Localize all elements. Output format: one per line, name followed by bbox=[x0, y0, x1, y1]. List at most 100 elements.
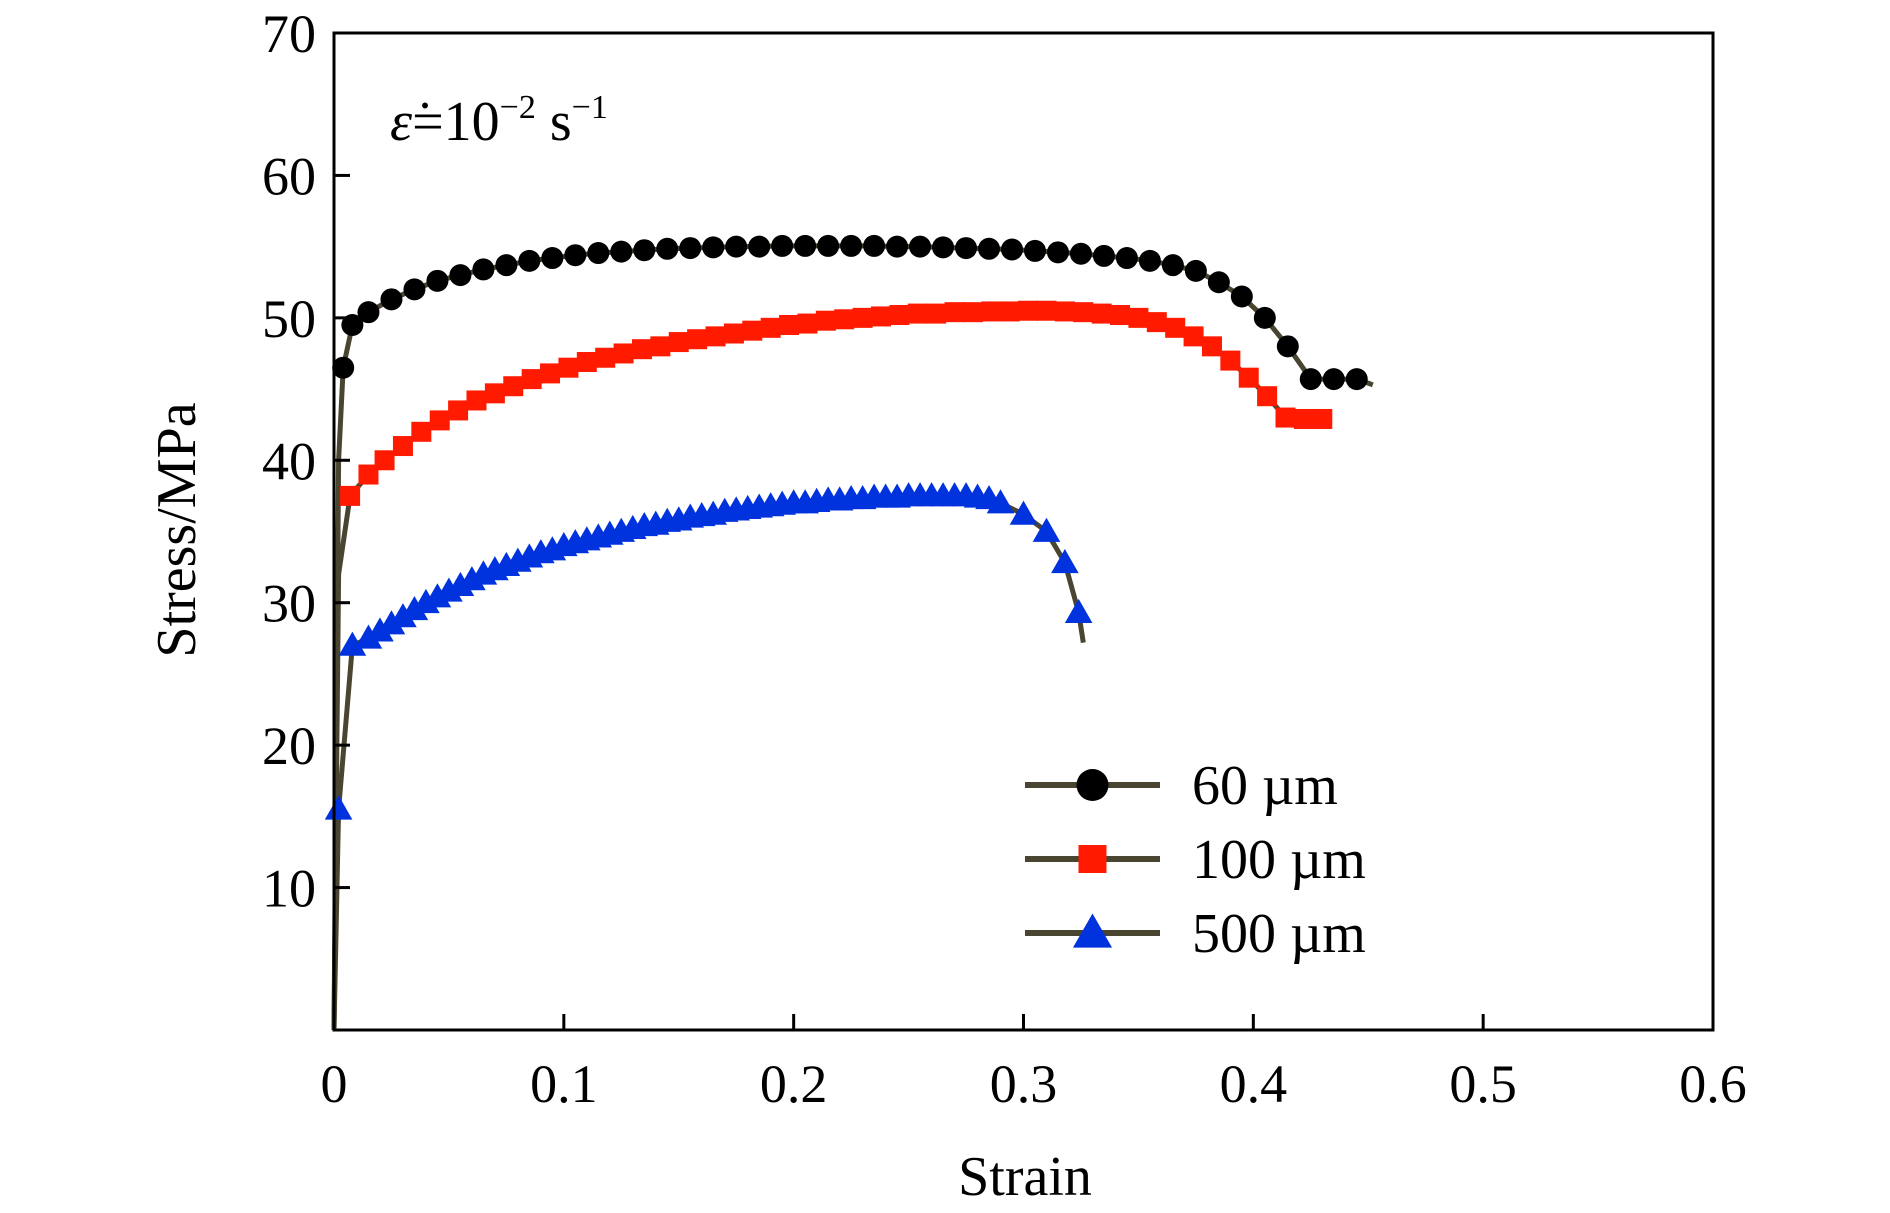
data-point-100-m bbox=[503, 376, 524, 397]
y-tick-label: 10 bbox=[262, 859, 316, 919]
data-point-60-m bbox=[1184, 259, 1207, 282]
data-point-60-m bbox=[541, 247, 564, 270]
y-tick-label: 70 bbox=[262, 4, 316, 64]
data-point-100-m bbox=[962, 302, 983, 323]
data-point-60-m bbox=[357, 301, 380, 324]
data-point-500-m bbox=[377, 610, 406, 635]
x-tick-label: 0.1 bbox=[530, 1054, 598, 1114]
data-point-60-m bbox=[817, 234, 840, 257]
data-point-60-m bbox=[426, 269, 449, 292]
data-point-100-m bbox=[411, 421, 432, 442]
axes-layer: 0 0.1 0.2 0.3 0.4 0.5 0.6 10 20 30 40 50 60 70 bbox=[262, 4, 1747, 1114]
data-point-60-m bbox=[725, 235, 748, 258]
data-point-60-m bbox=[932, 236, 955, 259]
data-point-100-m bbox=[1275, 407, 1296, 428]
data-point-100-m bbox=[1238, 367, 1259, 388]
data-point-60-m bbox=[1138, 249, 1161, 272]
data-point-100-m bbox=[1018, 300, 1039, 321]
data-point-100-m bbox=[926, 303, 947, 324]
data-point-100-m bbox=[1220, 350, 1241, 371]
data-point-500-m bbox=[366, 617, 394, 642]
data-point-60-m bbox=[1345, 368, 1368, 391]
data-point-100-m bbox=[1312, 408, 1333, 429]
data-point-60-m bbox=[495, 254, 518, 277]
data-point-60-m bbox=[840, 234, 863, 257]
data-point-100-m bbox=[484, 383, 505, 404]
data-point-100-m bbox=[834, 309, 855, 330]
data-point-100-m bbox=[613, 343, 634, 364]
data-point-100-m bbox=[650, 336, 671, 357]
data-point-60-m bbox=[1161, 254, 1184, 277]
strain-rate-unit-exponent: −1 bbox=[572, 89, 608, 126]
data-point-100-m bbox=[374, 450, 395, 471]
legend-marker-circle bbox=[1076, 769, 1109, 801]
data-point-100-m bbox=[999, 301, 1020, 322]
data-point-100-m bbox=[540, 363, 561, 384]
strain-rate-exponent: −2 bbox=[500, 89, 536, 126]
series-60-m bbox=[331, 234, 1374, 1031]
legend: 60 µm 100 µm 500 µm bbox=[1025, 755, 1366, 965]
data-point-60-m bbox=[863, 234, 886, 257]
series-100-m bbox=[331, 300, 1333, 1031]
data-point-60-m bbox=[564, 244, 587, 267]
data-point-60-m bbox=[449, 264, 472, 287]
data-point-100-m bbox=[1128, 307, 1149, 328]
data-point-100-m bbox=[1257, 386, 1278, 407]
data-point-60-m bbox=[1069, 242, 1092, 265]
data-point-100-m bbox=[466, 390, 487, 411]
data-point-100-m bbox=[576, 352, 597, 373]
data-point-60-m bbox=[794, 234, 817, 257]
legend-entry-500-m: 500 µm bbox=[1025, 903, 1366, 965]
data-point-60-m bbox=[332, 356, 355, 379]
legend-marker-square bbox=[1078, 845, 1107, 873]
data-point-100-m bbox=[340, 485, 361, 506]
data-point-60-m bbox=[978, 237, 1001, 260]
data-point-500-m bbox=[338, 631, 367, 656]
data-point-60-m bbox=[909, 235, 932, 258]
x-tick-label: 0.3 bbox=[990, 1054, 1058, 1114]
data-point-500-m bbox=[986, 489, 1015, 514]
data-point-500-m bbox=[1032, 517, 1061, 542]
data-point-100-m bbox=[668, 332, 689, 353]
data-point-100-m bbox=[1165, 317, 1186, 338]
data-point-60-m bbox=[1299, 368, 1322, 391]
data-point-100-m bbox=[1293, 408, 1314, 429]
data-point-100-m bbox=[944, 302, 965, 323]
legend-label: 100 µm bbox=[1192, 829, 1366, 891]
data-point-60-m bbox=[1276, 335, 1299, 358]
data-point-100-m bbox=[392, 436, 413, 457]
legend-entry-60-m: 60 µm bbox=[1025, 755, 1338, 817]
data-point-60-m bbox=[1322, 368, 1345, 391]
data-point-60-m bbox=[1046, 241, 1069, 264]
legend-marker-triangle bbox=[1072, 913, 1113, 948]
data-point-100-m bbox=[1054, 301, 1075, 322]
data-point-60-m bbox=[955, 237, 978, 260]
data-point-60-m bbox=[886, 235, 909, 258]
data-point-100-m bbox=[779, 314, 800, 335]
strain-rate-unit: s bbox=[536, 91, 572, 153]
data-point-100-m bbox=[797, 313, 818, 334]
data-point-60-m bbox=[403, 278, 426, 301]
plot-frame bbox=[332, 31, 1715, 1032]
data-point-100-m bbox=[558, 357, 579, 378]
data-point-100-m bbox=[760, 317, 781, 338]
data-point-60-m bbox=[1092, 244, 1115, 267]
data-point-60-m bbox=[472, 258, 495, 281]
data-point-500-m bbox=[1051, 549, 1079, 574]
legend-label: 60 µm bbox=[1192, 755, 1338, 817]
strain-rate-value: =10 bbox=[412, 91, 500, 153]
y-tick-label: 20 bbox=[262, 716, 316, 776]
data-point-100-m bbox=[742, 320, 763, 341]
data-point-60-m bbox=[518, 249, 541, 272]
data-point-100-m bbox=[871, 306, 892, 327]
x-axis-title: Strain bbox=[958, 1146, 1092, 1208]
data-point-60-m bbox=[771, 234, 794, 257]
series-500-m bbox=[324, 482, 1093, 1031]
data-point-100-m bbox=[1110, 305, 1131, 326]
data-point-100-m bbox=[889, 305, 910, 326]
y-tick-label: 60 bbox=[262, 146, 316, 206]
legend-entry-100-m: 100 µm bbox=[1025, 829, 1366, 891]
data-point-60-m bbox=[341, 313, 364, 336]
